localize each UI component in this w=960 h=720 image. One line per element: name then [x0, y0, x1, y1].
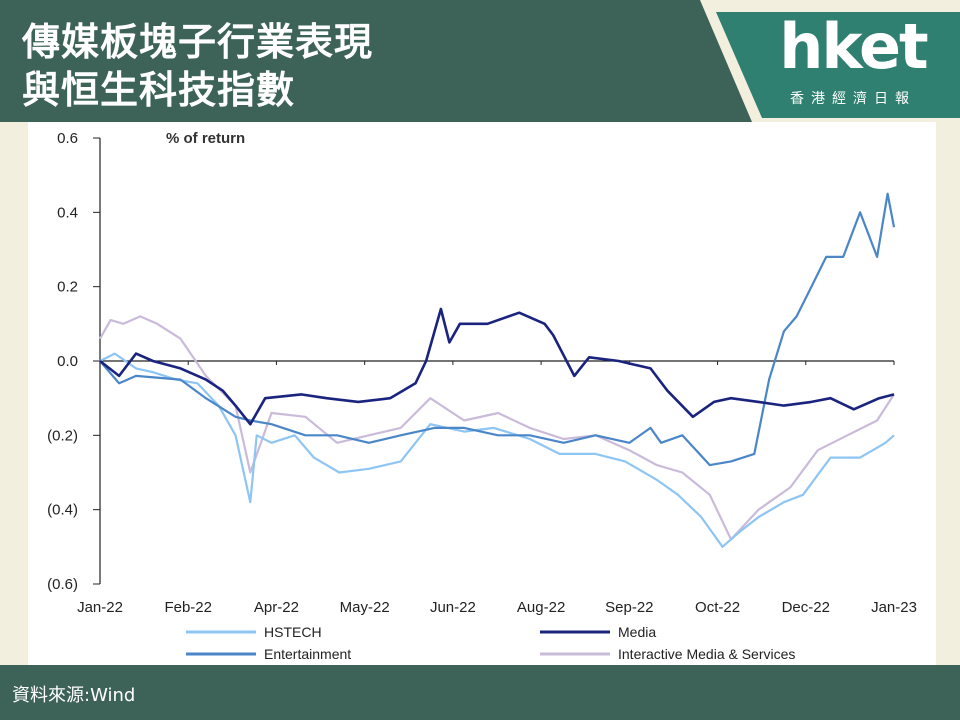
x-tick-label: Feb-22: [164, 599, 212, 616]
y-tick-label: 0.2: [57, 279, 78, 296]
x-tick-label: May-22: [340, 599, 390, 616]
y-axis-label: % of return: [166, 130, 245, 147]
chart-legend: HSTECH Media Entertainment Interactive Medi…: [186, 624, 795, 662]
hket-logo: hket: [779, 10, 928, 83]
x-tick-label: Sep-22: [605, 599, 653, 616]
x-tick-label: Apr-22: [254, 599, 299, 616]
y-tick-label: 0.4: [57, 204, 78, 221]
source-note: 資料來源:Wind: [12, 685, 136, 706]
page-title: 傳媒板塊子行業表現 與恒生科技指數: [22, 18, 373, 114]
series-line-hstech: [99, 352, 895, 548]
x-tick-label: Aug-22: [517, 599, 565, 616]
footer-bar: 資料來源:Wind: [0, 665, 960, 720]
chart-tick-labels: 0.6 0.4 0.2 0.0 (0.2) (0.4) (0.6) Jan-22 Feb-22 A…: [47, 130, 917, 616]
y-tick-label: (0.4): [47, 502, 78, 519]
series-line-entertainment: [99, 192, 896, 467]
x-tick-label: Oct-22: [695, 599, 740, 616]
x-tick-label: Jan-22: [77, 599, 123, 616]
legend-label-hstech: HSTECH: [264, 624, 322, 640]
title-banner: [0, 0, 752, 122]
y-tick-label: (0.2): [47, 427, 78, 444]
legend-label-entertainment: Entertainment: [264, 646, 351, 662]
y-tick-label: 0.6: [57, 130, 78, 147]
series-line-media: [99, 307, 895, 426]
x-tick-label: Jan-23: [871, 599, 917, 616]
chart-plot-area: [99, 192, 896, 548]
x-tick-label: Jun-22: [430, 599, 476, 616]
y-tick-label: 0.0: [57, 353, 78, 370]
y-tick-label: (0.6): [47, 576, 78, 593]
legend-label-media: Media: [618, 624, 656, 640]
x-tick-label: Dec-22: [782, 599, 830, 616]
chart-panel: 0.6 0.4 0.2 0.0 (0.2) (0.4) (0.6) Jan-22 Feb-22 A…: [28, 122, 936, 665]
logo-panel: [716, 12, 960, 118]
series-line-interactive-media-services: [99, 315, 895, 541]
title-line-2: 與恒生科技指數: [22, 68, 296, 112]
legend-label-interactive-media-services: Interactive Media & Services: [618, 646, 795, 662]
header-band: [0, 0, 960, 122]
title-line-1: 傳媒板塊子行業表現: [22, 20, 374, 64]
logo-subtitle: 香港經濟日報: [790, 91, 916, 107]
line-chart: 0.6 0.4 0.2 0.0 (0.2) (0.4) (0.6) Jan-22 Feb-22 A…: [47, 130, 917, 662]
